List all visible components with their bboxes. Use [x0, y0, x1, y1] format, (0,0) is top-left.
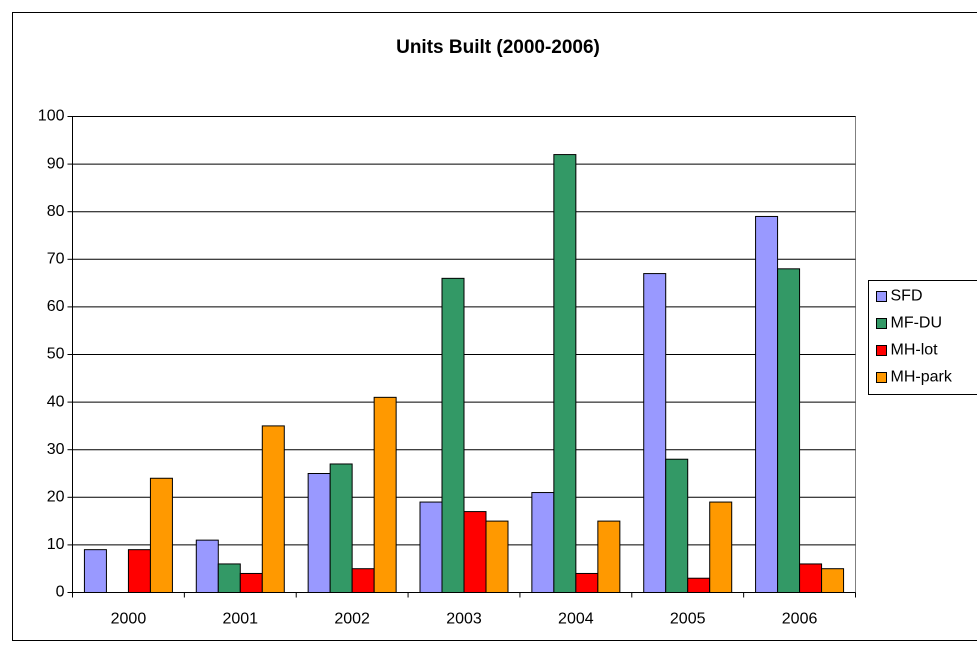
bar — [261, 425, 285, 593]
bar — [217, 563, 241, 594]
bar — [665, 458, 689, 593]
x-tick-label: 2006 — [782, 611, 818, 628]
bar — [329, 463, 353, 594]
y-tick-label: 100 — [38, 108, 65, 125]
y-tick-label: 20 — [47, 489, 65, 506]
bar — [441, 277, 465, 593]
bar — [351, 568, 375, 594]
y-tick-label: 90 — [47, 155, 65, 172]
x-tick-label: 2004 — [558, 611, 594, 628]
legend-swatch — [876, 372, 887, 383]
legend-swatch — [876, 318, 887, 329]
y-tick-label: 0 — [56, 584, 65, 601]
bar — [553, 154, 577, 594]
legend-swatch — [876, 291, 887, 302]
bar — [83, 549, 107, 593]
x-tick-label: 2000 — [111, 611, 147, 628]
y-tick-label: 70 — [47, 251, 65, 268]
x-tick-label: 2001 — [222, 611, 258, 628]
bar — [463, 511, 487, 593]
y-tick-label: 60 — [47, 298, 65, 315]
bar — [485, 520, 509, 593]
bar — [643, 273, 667, 593]
y-tick-label: 10 — [47, 536, 65, 553]
bar — [239, 572, 263, 594]
bar — [127, 549, 151, 593]
y-tick-label: 40 — [47, 393, 65, 410]
bar — [307, 473, 331, 593]
bar — [531, 492, 555, 594]
bar — [687, 577, 711, 593]
y-tick-label: 50 — [47, 346, 65, 363]
x-tick-label: 2003 — [446, 611, 482, 628]
legend-label: SFD — [891, 288, 923, 305]
bar — [373, 396, 397, 593]
x-tick-label: 2005 — [670, 611, 706, 628]
legend-label: MH-lot — [891, 342, 939, 359]
bar — [195, 539, 219, 594]
bar — [799, 563, 823, 594]
bar — [777, 268, 801, 593]
legend-swatch — [876, 345, 887, 356]
y-tick-label: 80 — [47, 203, 65, 220]
bar — [709, 501, 733, 593]
bar — [821, 568, 845, 594]
bar — [419, 501, 443, 593]
chart-title: Units Built (2000-2006) — [396, 37, 600, 58]
bar — [149, 477, 173, 594]
legend-label: MH-park — [891, 369, 953, 386]
x-tick-label: 2002 — [334, 611, 370, 628]
legend-label: MF-DU — [891, 315, 943, 332]
bar — [755, 215, 779, 594]
y-tick-label: 30 — [47, 441, 65, 458]
bar — [597, 520, 621, 593]
bar — [575, 572, 599, 594]
